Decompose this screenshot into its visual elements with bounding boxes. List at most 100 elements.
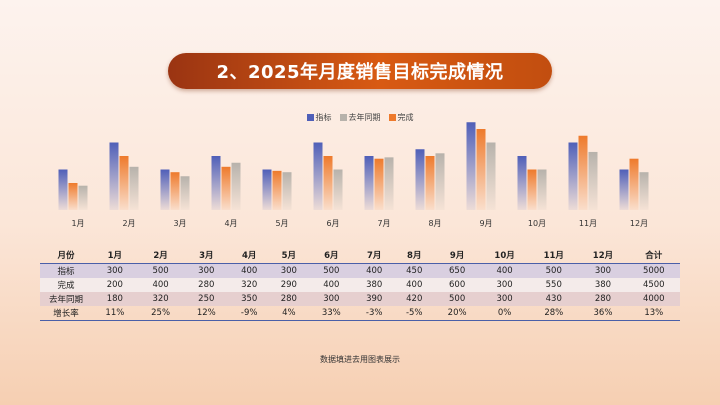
bar-last-year-1 xyxy=(78,185,88,210)
table-header-cell: 7月 xyxy=(354,246,395,264)
x-tick-label: 9月 xyxy=(479,219,492,228)
bar-last-year-10 xyxy=(537,169,547,210)
title-banner: 2、2025年月度销售目标完成情况 xyxy=(168,53,552,89)
table-cell: 200 xyxy=(92,278,138,292)
bar-last-year-5 xyxy=(282,172,292,210)
table-header-label: 月份 xyxy=(40,246,92,264)
table-row: 指标 300 500 300 400 300 500 400 450 650 400 500 300 50… xyxy=(40,263,680,278)
table-cell: 5000 xyxy=(627,263,680,278)
legend-label: 去年同期 xyxy=(348,113,381,122)
bar-last-year-12 xyxy=(639,172,649,210)
bar-target-1 xyxy=(58,169,68,210)
bar-target-6 xyxy=(313,142,323,210)
table-cell: 36% xyxy=(578,306,628,321)
table-cell: 11% xyxy=(92,306,138,321)
table-cell: 380 xyxy=(578,278,628,292)
bar-target-8 xyxy=(415,149,425,210)
table-cell: 400 xyxy=(479,263,530,278)
bar-last-year-8 xyxy=(435,153,445,210)
data-table: 月份 1月 2月 3月 4月 5月 6月 7月 8月 9月 10月 11月 12月 合计 指标 300 500… xyxy=(40,246,680,321)
bar-last-year-7 xyxy=(384,157,394,210)
x-tick-label: 5月 xyxy=(275,219,288,228)
table-cell: 350 xyxy=(229,292,270,306)
table-cell: 400 xyxy=(229,263,270,278)
table-cell: 280 xyxy=(183,278,230,292)
table-cell: 20% xyxy=(434,306,480,321)
table-cell: 450 xyxy=(394,263,435,278)
table-cell: 250 xyxy=(183,292,230,306)
legend-item-target: 指标 xyxy=(306,112,332,123)
bar-done-4 xyxy=(221,166,231,210)
table-cell: 430 xyxy=(529,292,579,306)
legend-item-done: 完成 xyxy=(388,112,414,123)
chart-legend: 指标 去年同期 完成 xyxy=(0,112,720,123)
row-label: 指标 xyxy=(40,263,92,278)
table-cell: 300 xyxy=(183,263,230,278)
bar-last-year-3 xyxy=(180,176,190,210)
bar-target-4 xyxy=(211,156,221,210)
table-row: 增长率 11% 25% 12% -9% 4% 33% -3% -5% 20% 0% 28% 36% 13% xyxy=(40,306,680,321)
table-header-cell: 1月 xyxy=(92,246,138,264)
legend-item-last-year: 去年同期 xyxy=(339,112,381,123)
table-cell: 600 xyxy=(434,278,480,292)
bar-done-11 xyxy=(578,135,588,210)
x-tick-label: 4月 xyxy=(224,219,237,228)
table-cell: 400 xyxy=(354,263,395,278)
bar-target-12 xyxy=(619,169,629,210)
bar-target-5 xyxy=(262,169,272,210)
table-cell: 300 xyxy=(479,278,530,292)
footnote: 数据填进去用图表展示 xyxy=(320,355,400,364)
table-cell: 550 xyxy=(529,278,579,292)
table-header-row: 月份 1月 2月 3月 4月 5月 6月 7月 8月 9月 10月 11月 12月 合计 xyxy=(40,246,680,264)
bar-chart: 1月 2月 3月 4月 5月 6月 7月 8月 9月 10月 11月 12月 xyxy=(58,122,649,228)
table-cell: 4000 xyxy=(627,292,680,306)
table-header-cell: 10月 xyxy=(479,246,530,264)
table-cell: 420 xyxy=(394,292,435,306)
table-header-cell: 9月 xyxy=(434,246,480,264)
bar-done-12 xyxy=(629,158,639,210)
table-row: 完成 200 400 280 320 290 400 380 400 600 300 550 380 45… xyxy=(40,278,680,292)
table-cell: 400 xyxy=(394,278,435,292)
table-cell: 33% xyxy=(308,306,355,321)
table-cell: 4% xyxy=(269,306,309,321)
bar-done-5 xyxy=(272,170,282,210)
page-title: 2、2025年月度销售目标完成情况 xyxy=(216,62,504,83)
bar-target-11 xyxy=(568,142,578,210)
table-cell: 280 xyxy=(578,292,628,306)
bar-last-year-11 xyxy=(588,151,598,210)
legend-swatch-target xyxy=(306,114,314,121)
bar-done-8 xyxy=(425,156,435,210)
bar-target-10 xyxy=(517,156,527,210)
table-header-cell: 合计 xyxy=(627,246,680,264)
table-header-cell: 4月 xyxy=(229,246,270,264)
x-tick-label: 12月 xyxy=(630,219,648,228)
legend-label: 完成 xyxy=(397,113,414,122)
x-tick-label: 1月 xyxy=(71,219,84,228)
row-label: 完成 xyxy=(40,278,92,292)
bar-target-7 xyxy=(364,156,374,210)
x-tick-label: 10月 xyxy=(528,219,546,228)
legend-label: 指标 xyxy=(315,113,332,122)
table-header-cell: 11月 xyxy=(529,246,579,264)
table-cell: 280 xyxy=(269,292,309,306)
legend-swatch-last-year xyxy=(339,114,347,121)
x-tick-label: 2月 xyxy=(122,219,135,228)
table-header-cell: 5月 xyxy=(269,246,309,264)
bar-last-year-9 xyxy=(486,142,496,210)
bar-done-9 xyxy=(476,129,486,210)
x-tick-label: 8月 xyxy=(428,219,441,228)
x-tick-label: 11月 xyxy=(579,219,597,228)
table-cell: 25% xyxy=(137,306,184,321)
table-cell: 300 xyxy=(479,292,530,306)
bar-done-2 xyxy=(119,156,129,210)
table-cell: 390 xyxy=(354,292,395,306)
table-cell: 400 xyxy=(308,278,355,292)
row-label: 去年同期 xyxy=(40,292,92,306)
x-tick-label: 7月 xyxy=(377,219,390,228)
table-cell: 400 xyxy=(137,278,184,292)
table-cell: 180 xyxy=(92,292,138,306)
table-cell: 300 xyxy=(269,263,309,278)
table-cell: 380 xyxy=(354,278,395,292)
table-cell: 290 xyxy=(269,278,309,292)
table-cell: 28% xyxy=(529,306,579,321)
